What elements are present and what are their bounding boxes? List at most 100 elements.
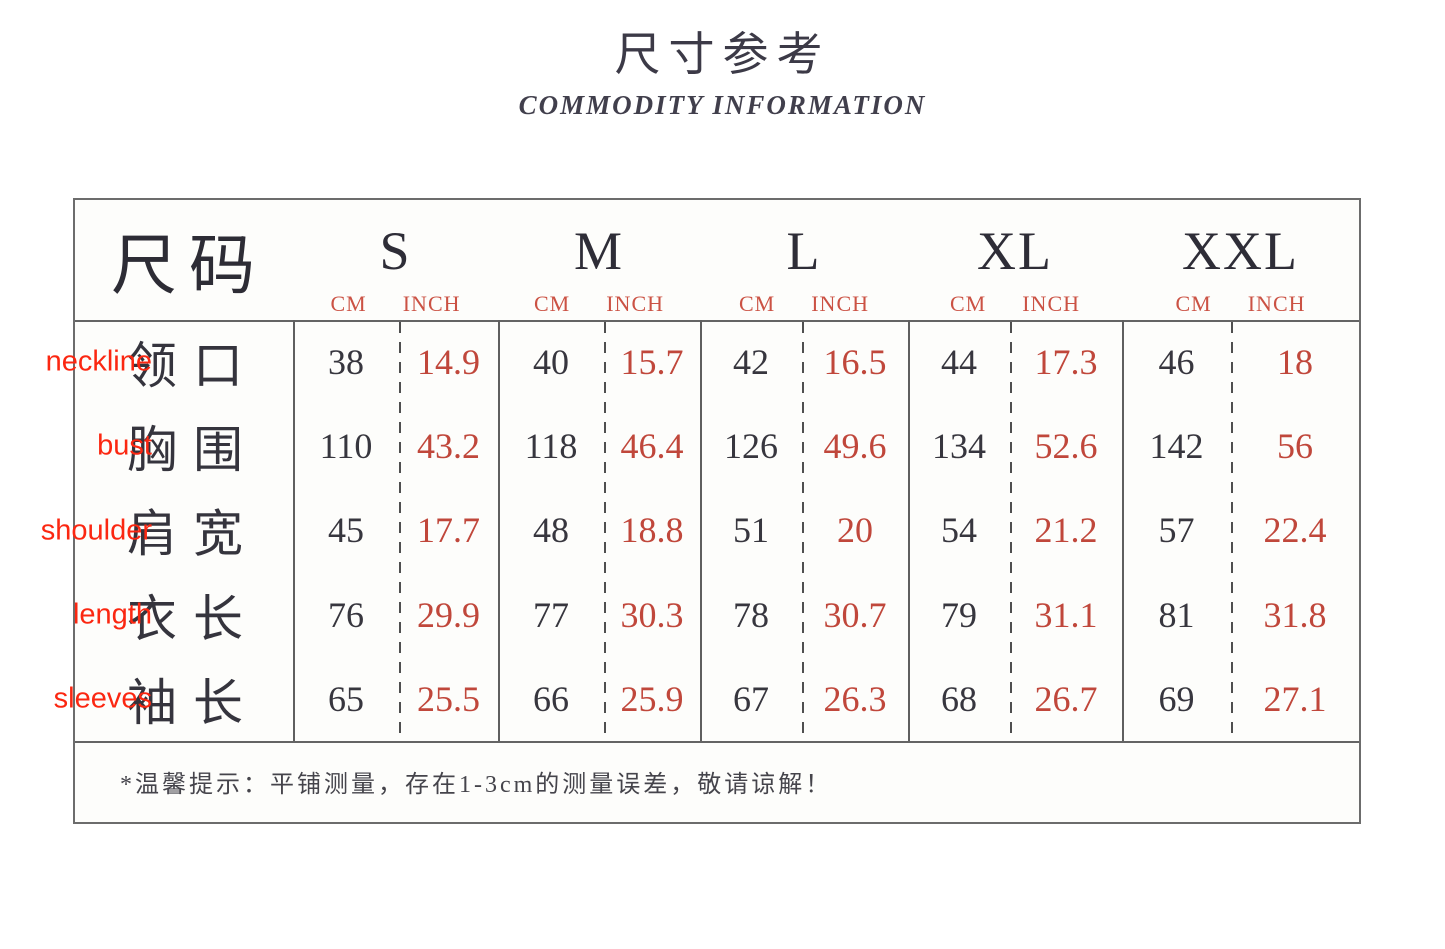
cm-value-cell: 81: [1158, 594, 1195, 635]
size-letter: M: [573, 220, 624, 281]
inch-value-cell: 20: [837, 510, 873, 551]
page-subtitle: COMMODITY INFORMATION: [518, 90, 927, 120]
cm-value-cell: 40: [533, 342, 569, 383]
cm-unit-label: CM: [330, 291, 367, 316]
size-column-header-xxl: XXL CM INCH: [1122, 200, 1359, 320]
column-separator-line: [1122, 320, 1124, 741]
cm-value-cell: 45: [328, 510, 364, 551]
annotation-bust: bust: [97, 429, 152, 462]
inch-value-cell: 25.5: [417, 678, 480, 719]
cm-value-cell: 66: [533, 678, 569, 719]
annotation-neckline: neckline: [45, 345, 152, 378]
cm-value-cell: 142: [1149, 426, 1204, 467]
units-row: CM INCH: [293, 291, 498, 320]
inch-value-cell: 26.3: [823, 678, 887, 719]
cm-unit-label: CM: [949, 291, 987, 316]
inch-unit-label: INCH: [606, 291, 665, 316]
cm-value-cell: 79: [941, 594, 977, 635]
column-separator-line: [498, 320, 500, 741]
size-corner-label: 尺码: [111, 230, 267, 303]
cm-value-cell: 69: [1158, 678, 1195, 719]
cm-value-cell: 118: [524, 426, 578, 467]
cm-value-cell: 38: [328, 342, 364, 383]
inch-value-cell: 18.8: [620, 510, 684, 551]
footnote: *温馨提示：平铺测量，存在1-3cm的测量误差，敬请谅解！: [120, 771, 833, 798]
cm-value-cell: 44: [941, 342, 977, 383]
inch-value-cell: 25.9: [620, 678, 684, 719]
cm-value-cell: 67: [733, 678, 769, 719]
size-column-header-l: L CM INCH: [700, 200, 908, 320]
inch-value-cell: 29.9: [417, 594, 480, 635]
inch-value-cell: 31.8: [1263, 594, 1327, 635]
size-column-header-xl: XL CM INCH: [908, 200, 1122, 320]
size-letter: XL: [977, 220, 1053, 281]
row-label-bust: 胸围: [127, 422, 259, 479]
cm-value-cell: 42: [733, 342, 769, 383]
row-label-shoulder: 肩宽: [127, 506, 259, 563]
cm-value-cell: 65: [328, 678, 364, 719]
cm-value-cell: 51: [733, 510, 769, 551]
cm-value-cell: 54: [941, 510, 977, 551]
inch-value-cell: 17.3: [1034, 342, 1098, 383]
title-block: 尺寸参考 COMMODITY INFORMATION: [0, 18, 1445, 121]
cm-unit-label: CM: [738, 291, 776, 316]
inch-value-cell: 30.7: [823, 594, 887, 635]
column-separator-line: [908, 320, 910, 741]
size-letter: XXL: [1182, 220, 1299, 281]
size-table: 尺码 *温馨提示：平铺测量，存在1-3cm的测量误差，敬请谅解！ S CM INCH…: [73, 198, 1361, 824]
cm-value-cell: 134: [932, 426, 986, 467]
units-row: CM INCH: [1122, 291, 1359, 320]
header-divider-line: [75, 320, 1359, 322]
units-row: CM INCH: [498, 291, 700, 320]
cm-unit-label: CM: [1175, 291, 1212, 316]
inch-value-cell: 49.6: [823, 426, 887, 467]
inch-value-cell: 15.7: [620, 342, 684, 383]
size-letter: L: [786, 220, 822, 281]
inch-value-cell: 14.9: [417, 342, 480, 383]
cm-value-cell: 68: [941, 678, 977, 719]
inch-unit-label: INCH: [1022, 291, 1081, 316]
annotation-shoulder: shoulder: [40, 514, 152, 546]
inch-value-cell: 22.4: [1263, 510, 1327, 551]
cm-value-cell: 76: [328, 594, 364, 635]
size-grid: 尺码 *温馨提示：平铺测量，存在1-3cm的测量误差，敬请谅解！ S CM INCH…: [75, 200, 1359, 822]
cm-value-cell: 48: [533, 510, 569, 551]
inch-value-cell: 46.4: [620, 426, 684, 467]
inch-value-cell: 18: [1277, 342, 1313, 383]
inch-value-cell: 31.1: [1034, 594, 1098, 635]
inch-unit-label: INCH: [402, 291, 461, 316]
cm-value-cell: 46: [1158, 342, 1195, 383]
inch-value-cell: 21.2: [1034, 510, 1098, 551]
inch-value-cell: 27.1: [1263, 678, 1327, 719]
inch-value-cell: 56: [1277, 426, 1313, 467]
row-label-sleeves: 袖长: [127, 674, 259, 731]
inch-value-cell: 16.5: [823, 342, 887, 383]
annotation-sleeves: sleeves: [53, 682, 152, 715]
row-label-neckline: 领口: [127, 338, 259, 395]
cm-value-cell: 126: [724, 426, 778, 467]
inch-value-cell: 30.3: [620, 594, 684, 635]
size-column-header-s: S CM INCH: [293, 200, 498, 320]
column-separator-line: [293, 320, 295, 741]
cm-value-cell: 110: [319, 426, 373, 467]
inch-value-cell: 52.6: [1034, 426, 1098, 467]
cm-inch-dashed-separator: [1231, 322, 1233, 741]
units-row: CM INCH: [908, 291, 1122, 320]
annotation-length: length: [72, 598, 152, 631]
units-row: CM INCH: [700, 291, 908, 320]
row-label-length: 衣长: [127, 590, 259, 647]
cm-inch-dashed-separator: [802, 322, 804, 741]
inch-unit-label: INCH: [1247, 291, 1306, 316]
inch-value-cell: 17.7: [417, 510, 480, 551]
inch-value-cell: 26.7: [1034, 678, 1098, 719]
column-separator-line: [700, 320, 702, 741]
inch-value-cell: 43.2: [417, 426, 480, 467]
cm-inch-dashed-separator: [1010, 322, 1012, 741]
footnote-divider-line: [75, 741, 1359, 743]
cm-unit-label: CM: [533, 291, 571, 316]
cm-value-cell: 57: [1158, 510, 1195, 551]
cm-value-cell: 78: [733, 594, 769, 635]
size-letter: S: [379, 220, 412, 281]
page-title: 尺寸参考: [614, 29, 831, 80]
